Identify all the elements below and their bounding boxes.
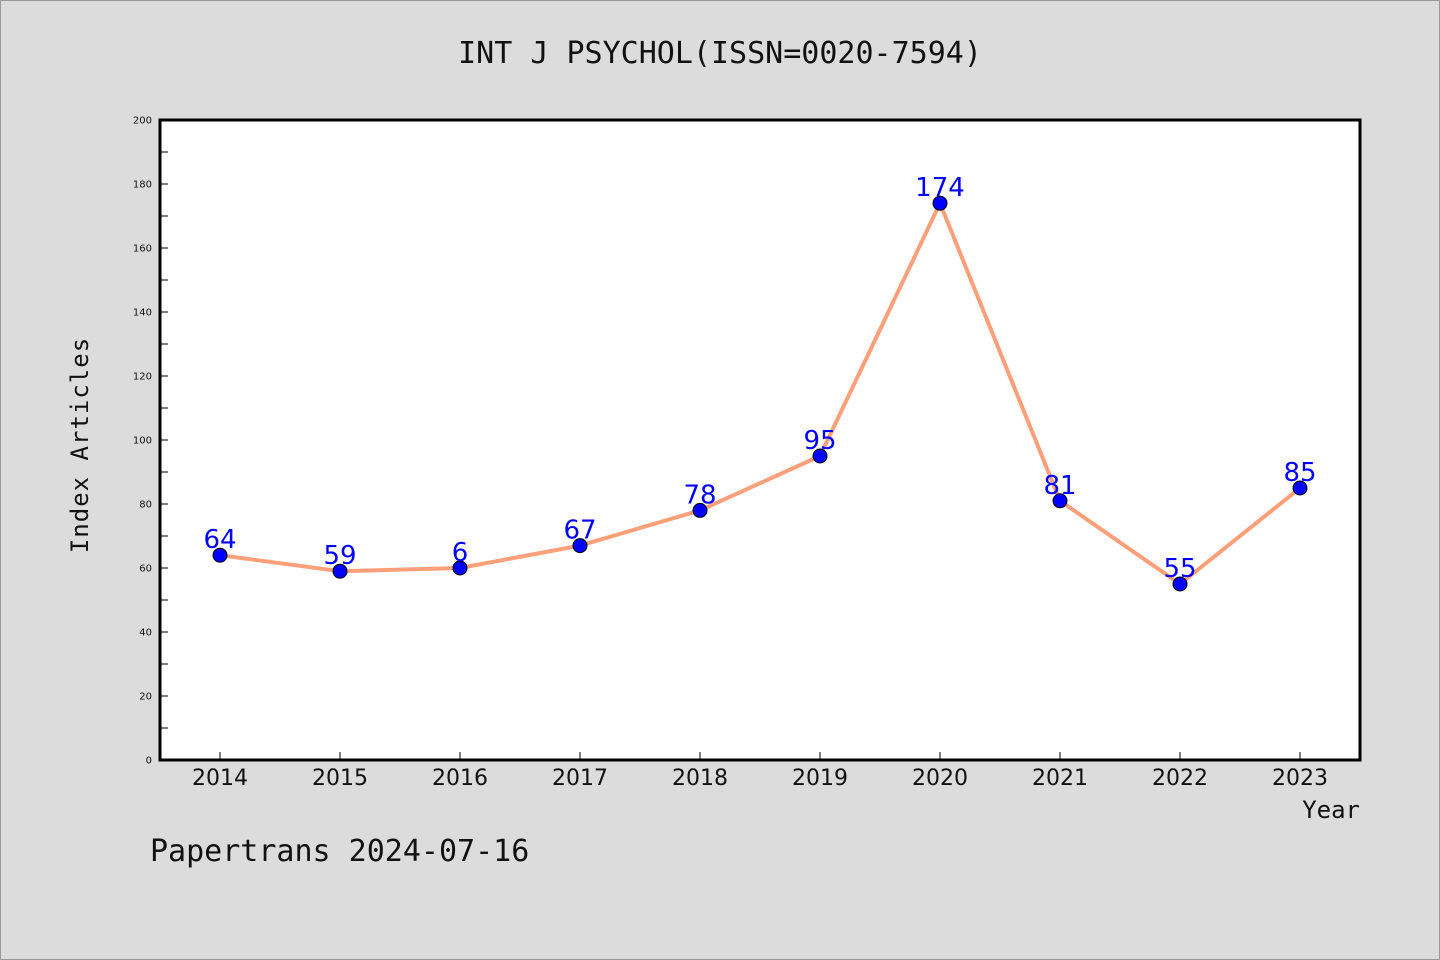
data-label: 81 xyxy=(1043,471,1076,501)
chart-title: INT J PSYCHOL(ISSN=0020-7594) xyxy=(458,36,982,71)
x-tick-label: 2023 xyxy=(1272,766,1328,791)
x-tick-label: 2016 xyxy=(432,766,488,791)
x-tick-label: 2018 xyxy=(672,766,728,791)
data-point xyxy=(452,560,468,576)
y-tick-label: 180 xyxy=(133,180,152,191)
y-tick-label: 120 xyxy=(133,372,152,383)
x-tick-label: 2021 xyxy=(1032,766,1088,791)
data-label: 95 xyxy=(803,426,836,456)
data-point xyxy=(572,538,588,554)
x-tick-label: 2019 xyxy=(792,766,848,791)
series-line xyxy=(218,201,1302,586)
data-point xyxy=(212,547,228,563)
y-tick-label: 20 xyxy=(139,692,152,703)
x-tick-label: 2015 xyxy=(312,766,368,791)
data-point xyxy=(932,195,948,211)
series-layer: 64 59 6 67 78 95 174 81 55 85 xyxy=(203,173,1317,592)
data-point xyxy=(1172,576,1188,592)
y-tick-label: 160 xyxy=(133,244,152,255)
data-point xyxy=(1292,480,1308,496)
y-tick-label: 80 xyxy=(139,500,152,511)
y-tick-label: 60 xyxy=(139,564,152,575)
y-tick-label: 200 xyxy=(133,116,152,127)
x-axis-label: Year xyxy=(1302,796,1360,824)
data-point xyxy=(812,448,828,464)
data-label: 59 xyxy=(323,541,356,571)
data-point xyxy=(1052,493,1068,509)
data-label: 67 xyxy=(563,516,596,546)
axes-layer: 0 20 40 60 80 100 120 140 160 180 200 2014 2015 2016 2… xyxy=(133,116,1328,792)
y-tick-label: 140 xyxy=(133,308,152,319)
data-label: 55 xyxy=(1163,554,1196,584)
x-tick-label: 2020 xyxy=(912,766,968,791)
y-tick-label: 40 xyxy=(139,628,152,639)
data-label: 174 xyxy=(915,173,965,203)
data-label: 6 xyxy=(452,538,469,568)
data-label: 85 xyxy=(1283,458,1316,488)
x-tick-label: 2014 xyxy=(192,766,248,791)
x-tick-label: 2017 xyxy=(552,766,608,791)
data-label: 78 xyxy=(683,480,716,510)
data-point xyxy=(692,502,708,518)
x-tick-label: 2022 xyxy=(1152,766,1208,791)
y-tick-label: 0 xyxy=(146,756,152,767)
data-point xyxy=(332,563,348,579)
watermark-text: Papertrans 2024-07-16 xyxy=(150,834,530,869)
plot-area xyxy=(158,118,1362,762)
data-label: 64 xyxy=(203,525,236,555)
y-tick-label: 100 xyxy=(133,436,152,447)
